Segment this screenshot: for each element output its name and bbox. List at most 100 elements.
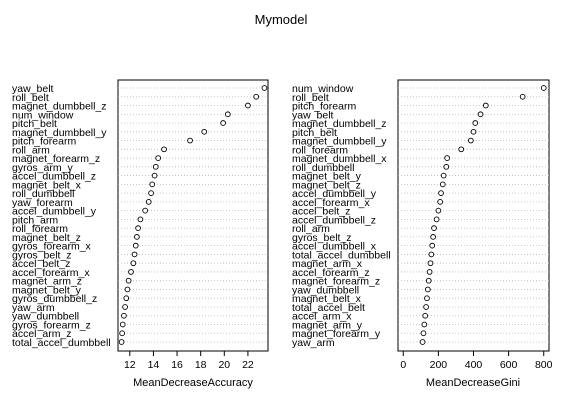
- variable-label: total_accel_dumbbell: [292, 249, 391, 261]
- importance-point: [161, 146, 167, 153]
- variable-label: pitch_belt: [12, 118, 57, 130]
- x-tick-label: 600: [500, 359, 518, 371]
- variable-label: accel_arm_x: [292, 311, 352, 323]
- importance-point: [149, 181, 156, 188]
- variable-label: accel_belt_z: [12, 258, 70, 270]
- importance-point: [419, 339, 426, 345]
- mean-decrease-accuracy-panel: MeanDecreaseAccuracy yaw_beltroll_beltma…: [12, 79, 269, 389]
- importance-point: [224, 111, 231, 118]
- importance-point: [119, 321, 126, 328]
- importance-point: [420, 330, 427, 337]
- importance-point: [130, 260, 137, 267]
- importance-point: [118, 339, 125, 345]
- importance-point: [439, 181, 446, 188]
- variable-label: yaw_arm: [12, 302, 55, 314]
- variable-label: magnet_forearm_y: [292, 328, 381, 340]
- importance-point: [422, 312, 429, 319]
- x-tick-label: 0: [400, 359, 406, 371]
- variable-label: roll_dumbbell: [12, 188, 74, 200]
- x-tick-label: 18: [195, 359, 207, 371]
- variable-label: magnet_arm_z: [12, 276, 82, 288]
- variable-label: magnet_dumbbell_z: [12, 101, 107, 113]
- variable-label: yaw_dumbbell: [292, 284, 359, 296]
- importance-point: [261, 85, 268, 91]
- variable-label: accel_forearm_z: [292, 267, 370, 279]
- variable-label: gyros_arm_y: [12, 162, 73, 174]
- importance-point: [253, 93, 260, 100]
- variable-label: gyros_belt_z: [12, 249, 72, 261]
- importance-point: [125, 277, 132, 284]
- x-tick-label: 800: [535, 359, 553, 371]
- plot-frame: [117, 79, 269, 352]
- variable-label: magnet_dumbbell_y: [292, 136, 387, 148]
- variable-label: gyros_forearm_x: [12, 241, 92, 253]
- importance-point: [132, 242, 139, 249]
- importance-point: [540, 85, 547, 91]
- variable-label: magnet_forearm_z: [292, 276, 380, 288]
- variable-label: magnet_arm_x: [292, 258, 363, 270]
- variable-label: yaw_belt: [292, 109, 334, 121]
- variable-label: accel_dumbbell_y: [292, 188, 377, 200]
- variable-label: num_window: [12, 109, 74, 121]
- variable-label: accel_forearm_x: [12, 267, 90, 279]
- x-axis-title-accuracy: MeanDecreaseAccuracy: [133, 377, 253, 389]
- importance-point: [145, 199, 152, 205]
- importance-point: [187, 137, 193, 144]
- importance-point: [152, 163, 159, 170]
- importance-point: [430, 234, 436, 240]
- importance-point: [437, 199, 443, 205]
- variable-label: accel_dumbbell_x: [292, 241, 377, 253]
- importance-point: [424, 295, 430, 302]
- variable-label: roll_arm: [292, 223, 330, 235]
- variable-label: roll_arm: [12, 144, 50, 156]
- variable-label: roll_dumbbell: [292, 162, 354, 174]
- importance-point: [135, 225, 141, 231]
- variable-label: pitch_forearm: [12, 136, 76, 148]
- importance-point: [477, 111, 484, 118]
- importance-point: [424, 286, 431, 293]
- importance-point: [435, 207, 442, 214]
- importance-point: [142, 207, 149, 214]
- variable-label: accel_arm_z: [12, 328, 72, 340]
- variable-label: gyros_dumbbell_z: [12, 293, 97, 305]
- variable-label: accel_dumbbell_y: [12, 206, 97, 218]
- importance-point: [123, 295, 130, 302]
- importance-point: [128, 269, 134, 275]
- importance-point: [151, 172, 158, 179]
- x-tick-label: 20: [218, 359, 230, 371]
- variable-label: accel_belt_z: [292, 206, 350, 218]
- importance-point: [201, 128, 208, 135]
- importance-point: [458, 146, 465, 153]
- x-tick-label: 14: [148, 359, 160, 371]
- importance-point: [431, 225, 437, 231]
- importance-point: [148, 190, 154, 196]
- importance-point: [245, 102, 251, 109]
- variable-label: magnet_dumbbell_z: [292, 118, 387, 130]
- variable-label: magnet_forearm_z: [12, 153, 100, 165]
- variable-label: total_accel_belt: [292, 302, 365, 314]
- importance-point: [427, 260, 434, 267]
- importance-point: [155, 155, 162, 161]
- importance-point: [440, 172, 447, 179]
- importance-point: [134, 234, 140, 240]
- importance-point: [438, 190, 444, 196]
- variable-label: magnet_belt_y: [12, 284, 82, 296]
- x-tick-label: 200: [430, 359, 448, 371]
- importance-point: [426, 269, 433, 275]
- importance-point: [429, 242, 436, 249]
- variable-label: num_window: [292, 83, 354, 95]
- importance-point: [124, 286, 131, 293]
- importance-point: [468, 137, 474, 144]
- mean-decrease-gini-panel: MeanDecreaseGini num_windowroll_beltpitc…: [292, 79, 553, 389]
- variable-label: pitch_forearm: [292, 101, 356, 113]
- variable-label: magnet_belt_y: [292, 171, 362, 183]
- variable-label: yaw_belt: [12, 83, 54, 95]
- variable-label: roll_belt: [12, 92, 49, 104]
- variable-label: magnet_arm_y: [292, 319, 363, 331]
- importance-point: [121, 312, 127, 319]
- variable-label: accel_dumbbell_z: [12, 171, 96, 183]
- variable-label: roll_forearm: [12, 223, 68, 235]
- importance-point: [423, 304, 429, 310]
- variable-label: pitch_belt: [292, 127, 337, 139]
- importance-point: [421, 321, 428, 328]
